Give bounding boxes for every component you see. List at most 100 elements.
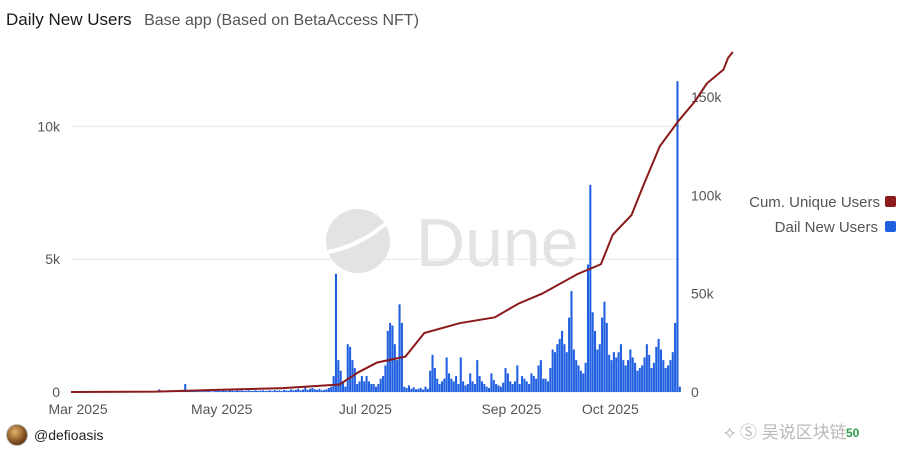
legend[interactable]: Cum. Unique Users Dail New Users — [749, 194, 896, 236]
bar[interactable] — [353, 368, 356, 392]
bar[interactable] — [678, 386, 681, 392]
bar[interactable] — [257, 390, 260, 392]
bar[interactable] — [367, 381, 370, 392]
bar[interactable] — [285, 390, 288, 392]
bar[interactable] — [233, 390, 236, 392]
bar[interactable] — [608, 354, 611, 392]
bar[interactable] — [370, 384, 373, 392]
bar[interactable] — [292, 390, 295, 392]
avatar[interactable] — [6, 424, 28, 446]
bar[interactable] — [546, 381, 549, 392]
bar[interactable] — [638, 368, 641, 392]
bar[interactable] — [662, 360, 665, 392]
bar[interactable] — [436, 378, 439, 392]
bar[interactable] — [473, 384, 476, 392]
bar[interactable] — [193, 391, 196, 392]
bar[interactable] — [268, 390, 272, 392]
bar[interactable] — [601, 317, 604, 392]
bar[interactable] — [610, 360, 613, 392]
bar[interactable] — [245, 390, 248, 392]
bar[interactable] — [283, 389, 286, 392]
bar[interactable] — [299, 390, 302, 392]
bar[interactable] — [497, 385, 500, 392]
bar[interactable] — [389, 322, 392, 392]
bar[interactable] — [445, 357, 448, 392]
bar[interactable] — [586, 264, 589, 393]
bar[interactable] — [535, 378, 538, 392]
bar[interactable] — [528, 384, 531, 392]
bar[interactable] — [450, 378, 453, 392]
bar[interactable] — [417, 388, 420, 392]
bar[interactable] — [532, 376, 535, 392]
bar[interactable] — [195, 391, 199, 392]
bar[interactable] — [636, 370, 639, 392]
bar[interactable] — [301, 389, 305, 392]
bar[interactable] — [309, 388, 312, 392]
bar[interactable] — [231, 390, 234, 392]
bar[interactable] — [525, 381, 528, 392]
bar[interactable] — [556, 344, 559, 392]
bar[interactable] — [591, 312, 594, 392]
bar[interactable] — [365, 376, 368, 392]
bar[interactable] — [318, 388, 321, 392]
bar[interactable] — [513, 381, 516, 392]
bar[interactable] — [363, 381, 366, 392]
bar[interactable] — [476, 360, 479, 392]
bar[interactable] — [320, 390, 323, 392]
bar[interactable] — [504, 368, 507, 392]
bar[interactable] — [323, 389, 326, 392]
bar[interactable] — [266, 390, 269, 392]
bar[interactable] — [431, 354, 434, 392]
bar[interactable] — [377, 384, 380, 392]
bar[interactable] — [537, 365, 540, 392]
bar[interactable] — [264, 390, 267, 392]
bar[interactable] — [200, 391, 203, 392]
bar[interactable] — [184, 384, 187, 392]
bar[interactable] — [280, 390, 283, 392]
bar[interactable] — [631, 357, 634, 392]
bar[interactable] — [575, 360, 578, 392]
bar[interactable] — [226, 390, 229, 392]
bar[interactable] — [426, 388, 429, 392]
bar[interactable] — [360, 376, 363, 392]
bar[interactable] — [596, 349, 599, 393]
bar[interactable] — [412, 387, 415, 392]
bar[interactable] — [643, 357, 646, 392]
bar[interactable] — [452, 381, 455, 392]
bar[interactable] — [598, 344, 601, 392]
bar[interactable] — [327, 388, 330, 392]
bar[interactable] — [398, 304, 401, 392]
bar[interactable] — [440, 381, 443, 392]
bar[interactable] — [530, 373, 533, 392]
bar[interactable] — [645, 344, 648, 392]
bar[interactable] — [480, 381, 484, 392]
bar[interactable] — [407, 385, 411, 392]
bar[interactable] — [674, 322, 677, 392]
legend-label-daily-new-users[interactable]: Dail New Users — [775, 219, 878, 236]
bar[interactable] — [579, 370, 582, 392]
bar[interactable] — [250, 390, 253, 392]
bar[interactable] — [582, 373, 585, 392]
legend-swatch-daily-new-users[interactable] — [885, 221, 896, 232]
bar[interactable] — [558, 338, 561, 392]
bar[interactable] — [203, 391, 206, 392]
bar[interactable] — [667, 365, 670, 392]
bar[interactable] — [485, 386, 488, 392]
author-handle[interactable]: @defioasis — [34, 427, 104, 443]
bar[interactable] — [228, 390, 232, 392]
bar[interactable] — [509, 381, 512, 392]
bar[interactable] — [565, 352, 568, 392]
bar[interactable] — [589, 184, 592, 392]
bar[interactable] — [313, 389, 316, 392]
bar[interactable] — [261, 390, 264, 392]
bar[interactable] — [212, 391, 215, 392]
bar[interactable] — [325, 389, 328, 392]
bar[interactable] — [415, 389, 418, 392]
bar[interactable] — [650, 368, 653, 392]
bar[interactable] — [603, 301, 606, 392]
bar[interactable] — [544, 378, 547, 392]
bar[interactable] — [198, 391, 201, 392]
bar[interactable] — [217, 390, 220, 392]
bar[interactable] — [490, 373, 493, 392]
bar[interactable] — [615, 357, 618, 392]
